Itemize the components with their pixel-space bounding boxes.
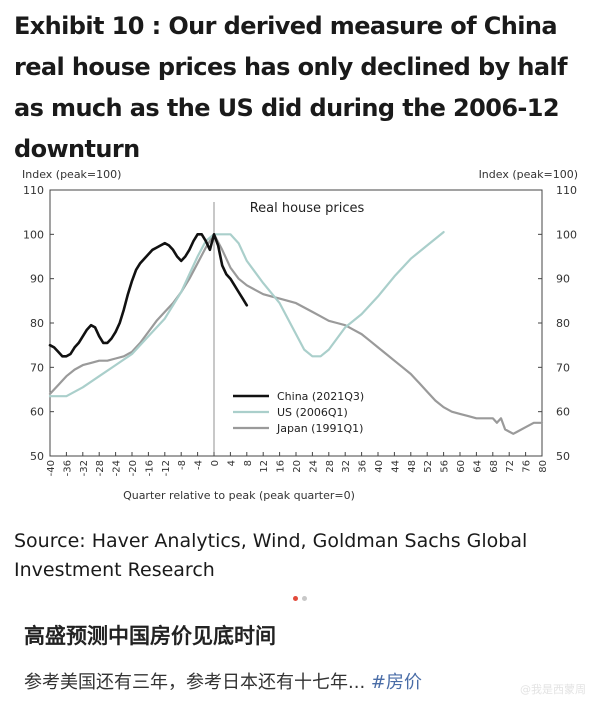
post-title: 高盛预测中国房价见底时间 — [24, 624, 276, 648]
x-tick-label: 76 — [522, 460, 533, 473]
y-tick-label-right: 80 — [556, 317, 570, 330]
y-tick-label-right: 90 — [556, 273, 570, 286]
x-tick-label: -8 — [177, 460, 188, 470]
y-tick-label-left: 70 — [30, 361, 44, 374]
x-tick-label: 32 — [341, 460, 352, 473]
x-tick-label: 68 — [489, 460, 500, 473]
y-tick-label-left: 50 — [30, 450, 44, 463]
x-tick-label: -36 — [62, 460, 73, 476]
x-tick-label: -28 — [95, 460, 106, 476]
series-line-japan — [48, 233, 544, 435]
x-tick-label: 12 — [259, 460, 270, 473]
hashtag-link[interactable]: #房价 — [370, 672, 422, 693]
y-tick-label-right: 50 — [556, 450, 570, 463]
x-tick-label: 36 — [358, 460, 369, 473]
x-tick-label: 52 — [423, 460, 434, 473]
x-tick-label: 0 — [210, 460, 221, 466]
legend-label: US (2006Q1) — [277, 406, 348, 419]
watermark: @我是西蒙周 — [520, 683, 586, 696]
y-tick-label-right: 110 — [556, 184, 577, 197]
source-note: Source: Haver Analytics, Wind, Goldman S… — [14, 530, 528, 581]
carousel-indicator[interactable] — [0, 596, 600, 606]
y-axis-label-left: Index (peak=100) — [22, 168, 121, 181]
x-tick-label: 44 — [390, 460, 401, 473]
carousel-dot-active[interactable] — [293, 596, 298, 601]
legend-label: China (2021Q3) — [277, 390, 364, 403]
x-tick-label: 28 — [325, 460, 336, 473]
series-line-us — [48, 230, 445, 398]
y-axis-label-right: Index (peak=100) — [479, 168, 578, 181]
y-tick-label-left: 60 — [30, 406, 44, 419]
line-chart: Index (peak=100) Index (peak=100) Real h… — [0, 158, 600, 518]
x-tick-label: 16 — [276, 460, 287, 473]
y-tick-label-right: 60 — [556, 406, 570, 419]
x-tick-label: 60 — [456, 460, 467, 473]
y-tick-label-left: 110 — [23, 184, 44, 197]
x-tick-label: 56 — [440, 460, 451, 473]
x-tick-label: 20 — [292, 460, 303, 473]
exhibit-title: Exhibit 10 : Our derived measure of Chin… — [14, 12, 568, 163]
legend-label: Japan (1991Q1) — [276, 422, 363, 435]
x-tick-label: 72 — [505, 460, 516, 473]
x-tick-label: 64 — [472, 460, 483, 473]
y-tick-label-left: 80 — [30, 317, 44, 330]
chart-canvas: Index (peak=100) Index (peak=100) Real h… — [22, 168, 578, 502]
x-tick-label: 24 — [308, 460, 319, 473]
x-tick-label: 4 — [226, 460, 237, 466]
x-axis-label: Quarter relative to peak (peak quarter=0… — [123, 489, 355, 502]
x-tick-label: -16 — [144, 460, 155, 476]
y-tick-label-left: 90 — [30, 273, 44, 286]
x-tick-label: -12 — [161, 460, 172, 476]
post-text: 参考美国还有三年，参考日本还有十七年... — [24, 672, 366, 693]
x-tick-label: 80 — [538, 460, 549, 473]
post-body: 参考美国还有三年，参考日本还有十七年... #房价 — [24, 668, 422, 698]
carousel-dot[interactable] — [302, 596, 307, 601]
series-line-china — [48, 233, 249, 358]
x-tick-label: -32 — [79, 460, 90, 476]
x-tick-label: -40 — [46, 460, 57, 476]
y-tick-label-right: 70 — [556, 361, 570, 374]
y-tick-label-right: 100 — [556, 228, 577, 241]
y-tick-label-left: 100 — [23, 228, 44, 241]
x-tick-label: -24 — [112, 460, 123, 476]
x-tick-label: -4 — [194, 460, 205, 470]
x-tick-label: -20 — [128, 460, 139, 476]
x-tick-label: 8 — [243, 460, 254, 466]
chart-title: Real house prices — [250, 201, 365, 216]
x-tick-label: 40 — [374, 460, 385, 473]
x-tick-label: 48 — [407, 460, 418, 473]
